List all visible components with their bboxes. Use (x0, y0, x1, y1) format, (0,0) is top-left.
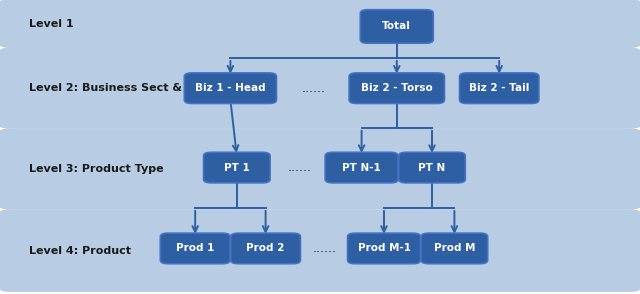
Text: Level 1: Level 1 (29, 19, 74, 29)
Text: Prod 1: Prod 1 (176, 243, 214, 253)
FancyBboxPatch shape (231, 233, 301, 264)
Text: Biz 2 - Tail: Biz 2 - Tail (469, 83, 529, 93)
Text: Level 2: Business Sect & Volume: Level 2: Business Sect & Volume (29, 83, 232, 93)
FancyBboxPatch shape (0, 48, 640, 129)
Text: Biz 2 - Torso: Biz 2 - Torso (361, 83, 433, 93)
FancyBboxPatch shape (421, 233, 488, 264)
Text: ......: ...... (287, 161, 312, 174)
Text: Level 3: Product Type: Level 3: Product Type (29, 164, 163, 174)
FancyBboxPatch shape (399, 152, 465, 183)
FancyBboxPatch shape (184, 73, 276, 103)
FancyBboxPatch shape (0, 128, 640, 210)
FancyBboxPatch shape (348, 233, 420, 264)
Text: ......: ...... (313, 242, 337, 255)
FancyBboxPatch shape (349, 73, 445, 103)
FancyBboxPatch shape (204, 152, 270, 183)
Text: ......: ...... (301, 82, 326, 95)
Text: Prod M: Prod M (434, 243, 475, 253)
Text: PT 1: PT 1 (224, 163, 250, 173)
FancyBboxPatch shape (0, 0, 640, 48)
FancyBboxPatch shape (360, 10, 433, 43)
FancyBboxPatch shape (460, 73, 539, 103)
Text: Total: Total (382, 21, 412, 31)
Text: PT N: PT N (419, 163, 445, 173)
Text: Prod 2: Prod 2 (246, 243, 285, 253)
Text: Biz 1 - Head: Biz 1 - Head (195, 83, 266, 93)
FancyBboxPatch shape (325, 152, 398, 183)
Text: Level 4: Product: Level 4: Product (29, 245, 131, 256)
FancyBboxPatch shape (0, 209, 640, 292)
Text: PT N-1: PT N-1 (342, 163, 381, 173)
Text: Prod M-1: Prod M-1 (358, 243, 410, 253)
FancyBboxPatch shape (160, 233, 230, 264)
